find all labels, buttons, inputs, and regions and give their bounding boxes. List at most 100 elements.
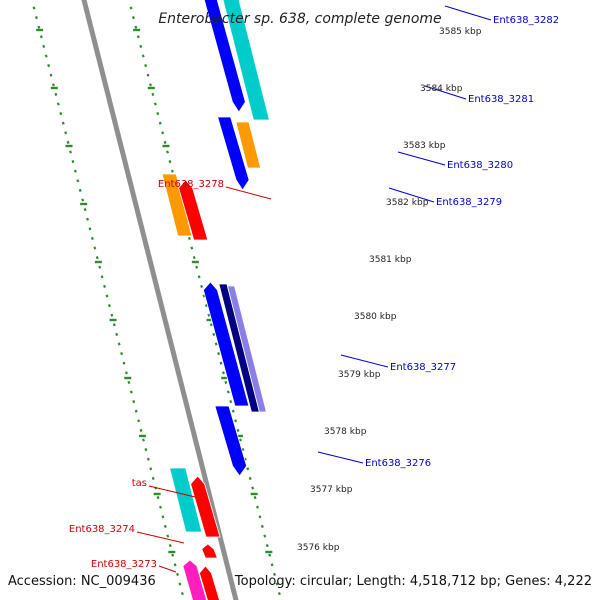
gene-feature-ent638-3280 [235,121,262,169]
leader-line [148,485,196,498]
inner-tick-track-dot [144,448,148,452]
inner-tick-track-dot [178,582,182,586]
scale-label: 3580 kbp [354,312,397,322]
inner-tick-track-dot [149,467,153,471]
outer-tick-track-dot [241,448,245,452]
inner-tick-track-dot [78,188,82,192]
scale-label: 3577 kbp [310,485,353,495]
leader-line [136,531,185,544]
scale-label: 3582 kbp [386,198,429,208]
inner-tick-track-dot [112,323,116,327]
inner-tick-track-dot [142,438,145,442]
outer-tick-track-dot [139,44,143,48]
outer-tick-track-dot [192,256,196,260]
gene-label: Ent638_3282 [493,15,559,26]
outer-tick-track-dot [248,476,252,480]
outer-tick-track-dot [270,563,274,567]
inner-tick-track-dot [132,400,136,404]
leader-line [225,186,272,200]
outer-tick-track-dot [156,112,160,116]
accession-text: Accession: NC_009436 [8,574,156,589]
inner-tick-track-dot [161,515,165,519]
inner-tick-track-dot [39,35,43,39]
inner-tick-track-dot [115,332,119,336]
inner-tick-track-dot [66,140,70,144]
leader-line [317,451,364,464]
inner-tick-track-dot [56,102,60,106]
inner-tick-track-dot [59,112,63,116]
inner-tick-track-dot [32,6,36,10]
leader-line [340,354,389,368]
gene-feature-ent638-3278-red [178,179,209,241]
outer-tick-track-dot [246,467,250,471]
outer-tick-track-dot [207,313,211,317]
outer-tick-track-dot [268,553,272,557]
inner-tick-track-dot [120,352,124,356]
scale-label: 3578 kbp [324,427,367,437]
inner-tick-track-dot [98,265,102,269]
inner-tick-track-dot [176,572,179,576]
gene-feature-ent638-3277-purple [226,285,267,413]
inner-tick-track-dot [37,25,41,29]
inner-tick-track-dot [127,380,131,384]
inner-tick-track-dot [93,246,97,250]
gene-feature-tas [169,467,203,533]
outer-tick-track-dot [132,16,135,20]
outer-tick-track-dot [253,496,257,500]
outer-tick-track-dot [277,592,281,596]
feature-track [161,0,270,600]
outer-tick-track-dot [161,131,165,135]
inner-tick-track-dot [110,313,114,317]
outer-tick-track-dot [221,371,225,375]
outer-tick-track-dot [190,246,194,250]
outer-tick-track-dot [166,150,169,154]
outer-tick-track-dot [256,505,259,509]
inner-tick-track-dot [71,160,75,164]
outer-tick-track-dot [170,169,174,173]
inner-tick-track-dot [173,563,177,567]
outer-tick-track-dot [202,294,206,298]
gene-feature-top-blue [203,0,246,113]
inner-tick-track-dot [42,44,46,48]
outer-tick-track-dot [239,438,242,442]
scale-label: 3584 kbp [420,84,463,94]
outer-tick-track-dot [134,25,138,29]
inner-tick-track-dot [35,16,38,20]
gene-feature-ent638-3273-red [198,565,220,600]
gene-label: Ent638_3276 [365,458,431,469]
outer-tick-track-dot [141,54,145,58]
outer-tick-track-dot [212,332,216,336]
inner-tick-track-dot [180,592,184,596]
inner-tick-track-dot [166,534,170,538]
inner-tick-track-dot [107,304,111,308]
scale-label: 3576 kbp [297,543,340,553]
gene-feature-ent638-3273-magenta [182,559,207,600]
gene-label: Ent638_3278 [158,179,224,190]
inner-tick-track-dot [159,505,162,509]
gene-feature-ent638-3277-blue [202,281,250,407]
inner-tick-track-dot [86,217,89,221]
label-layer: 3585 kbp 3584 kbp 3583 kbp 3582 kbp 3581 kbp… [69,15,559,570]
outer-tick-track-dot [243,457,247,461]
outer-tick-track-dot [229,400,233,404]
outer-tick-track-dot [226,390,230,394]
outer-tick-track-dot [263,534,267,538]
inner-tick-track-dot [151,476,155,480]
outer-tick-track-dot [153,102,157,106]
inner-tick-track-dot [171,553,175,557]
gene-label: Ent638_3277 [390,362,456,373]
gene-label: tas [132,478,147,489]
outer-tick-track-dot [217,352,221,356]
inner-tick-track-dot [100,275,104,279]
gene-label: Ent638_3281 [468,94,534,105]
inner-tick-track-dot [61,121,65,125]
inner-tick-track-dot [139,428,143,432]
outer-tick-track-dot [151,92,155,96]
gene-feature-ent638-3274 [201,543,218,559]
leader-line [444,5,492,21]
genome-backbone [81,0,239,600]
inner-tick-track-dot [73,169,77,173]
inner-tick-track-dot [64,131,68,135]
inner-tick-track-dot [49,73,53,77]
inner-tick-track-dot [90,236,94,240]
